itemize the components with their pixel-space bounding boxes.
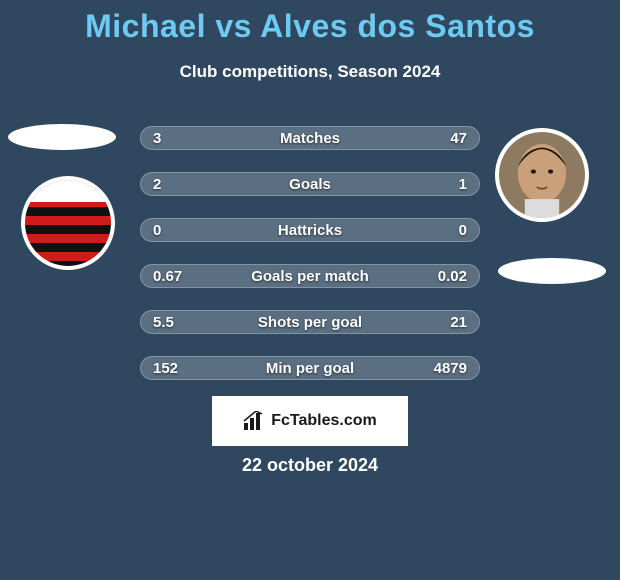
stat-right-value: 1 <box>459 176 467 193</box>
chart-icon <box>243 411 265 431</box>
stat-left-value: 152 <box>153 360 178 377</box>
stat-right-value: 21 <box>450 314 467 331</box>
stat-metric-label: Matches <box>280 130 340 147</box>
stat-left-value: 0 <box>153 222 161 239</box>
stat-right-value: 0 <box>459 222 467 239</box>
stat-row: 2 Goals 1 <box>140 172 480 196</box>
stat-metric-label: Min per goal <box>266 360 354 377</box>
stat-left-value: 0.67 <box>153 268 182 285</box>
stat-right-value: 0.02 <box>438 268 467 285</box>
stat-row: 0.67 Goals per match 0.02 <box>140 264 480 288</box>
stat-right-value: 47 <box>450 130 467 147</box>
stat-row: 3 Matches 47 <box>140 126 480 150</box>
stat-metric-label: Shots per goal <box>258 314 362 331</box>
flamengo-crest <box>25 180 111 266</box>
stat-right-value: 4879 <box>434 360 467 377</box>
stats-table: 3 Matches 47 2 Goals 1 0 Hattricks 0 0.67 Goals pe… <box>140 126 480 402</box>
stat-metric-label: Goals <box>289 176 331 193</box>
comparison-infographic: Michael vs Alves dos Santos Club competi… <box>0 0 620 580</box>
player-face-icon <box>499 132 585 218</box>
stat-left-value: 2 <box>153 176 161 193</box>
player-right-avatar <box>495 128 589 222</box>
infographic-date: 22 october 2024 <box>0 455 620 476</box>
subtitle: Club competitions, Season 2024 <box>0 62 620 82</box>
player-right-shadow <box>498 258 606 284</box>
stat-row: 5.5 Shots per goal 21 <box>140 310 480 334</box>
stat-left-value: 5.5 <box>153 314 174 331</box>
player-left-club-badge <box>21 176 115 270</box>
source-badge-text: FcTables.com <box>271 412 377 430</box>
stat-metric-label: Hattricks <box>278 222 342 239</box>
stat-row: 152 Min per goal 4879 <box>140 356 480 380</box>
page-title: Michael vs Alves dos Santos <box>0 8 620 45</box>
player-left-shadow <box>8 124 116 150</box>
source-badge: FcTables.com <box>212 396 408 446</box>
stat-metric-label: Goals per match <box>251 268 369 285</box>
stat-left-value: 3 <box>153 130 161 147</box>
stat-row: 0 Hattricks 0 <box>140 218 480 242</box>
